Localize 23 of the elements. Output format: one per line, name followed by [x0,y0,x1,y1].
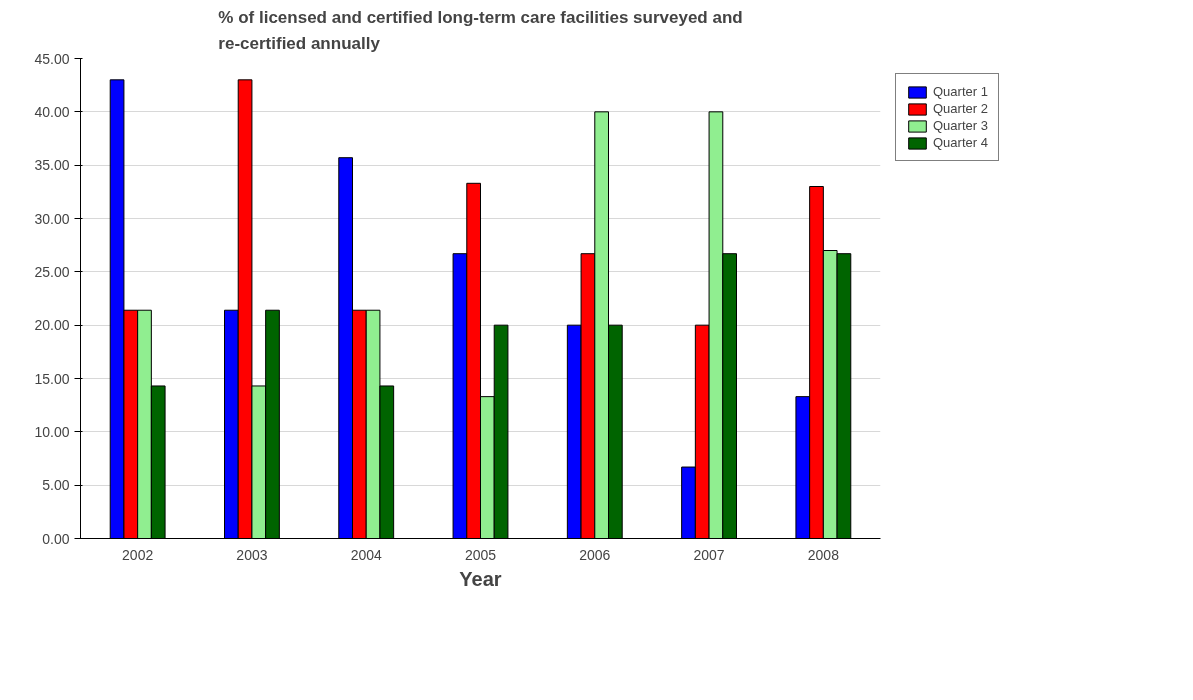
x-tick-label: 2006 [579,546,611,563]
y-tick-label: 25.00 [34,263,70,280]
x-axis-title: Year [459,567,502,590]
y-tick-label: 35.00 [34,157,70,174]
y-tick-label: 30.00 [34,210,70,227]
x-tick-label: 2008 [807,546,840,563]
y-tick-label: 5.00 [42,477,70,494]
y-tick-label: 15.00 [34,370,70,387]
x-tick-label: 2003 [236,546,268,563]
legend-label: Quarter 2 [933,101,988,116]
legend-label: Quarter 4 [933,135,988,150]
x-tick-label: 2005 [464,546,497,563]
y-tick-label: 20.00 [34,317,70,334]
y-tick-label: 10.00 [34,423,70,440]
legend-label: Quarter 3 [933,118,988,133]
x-tick-label: 2007 [693,546,725,563]
x-tick-label: 2002 [122,546,154,563]
y-tick-label: 40.00 [34,103,70,120]
chart-title: % of licensed and certified long-term care facilities surveyed and re-certified annually [218,7,743,54]
y-tick-label: 0.00 [42,530,70,547]
x-tick-label: 2004 [350,546,382,563]
y-tick-label: 45.00 [34,50,70,67]
legend-label: Quarter 1 [933,84,988,99]
